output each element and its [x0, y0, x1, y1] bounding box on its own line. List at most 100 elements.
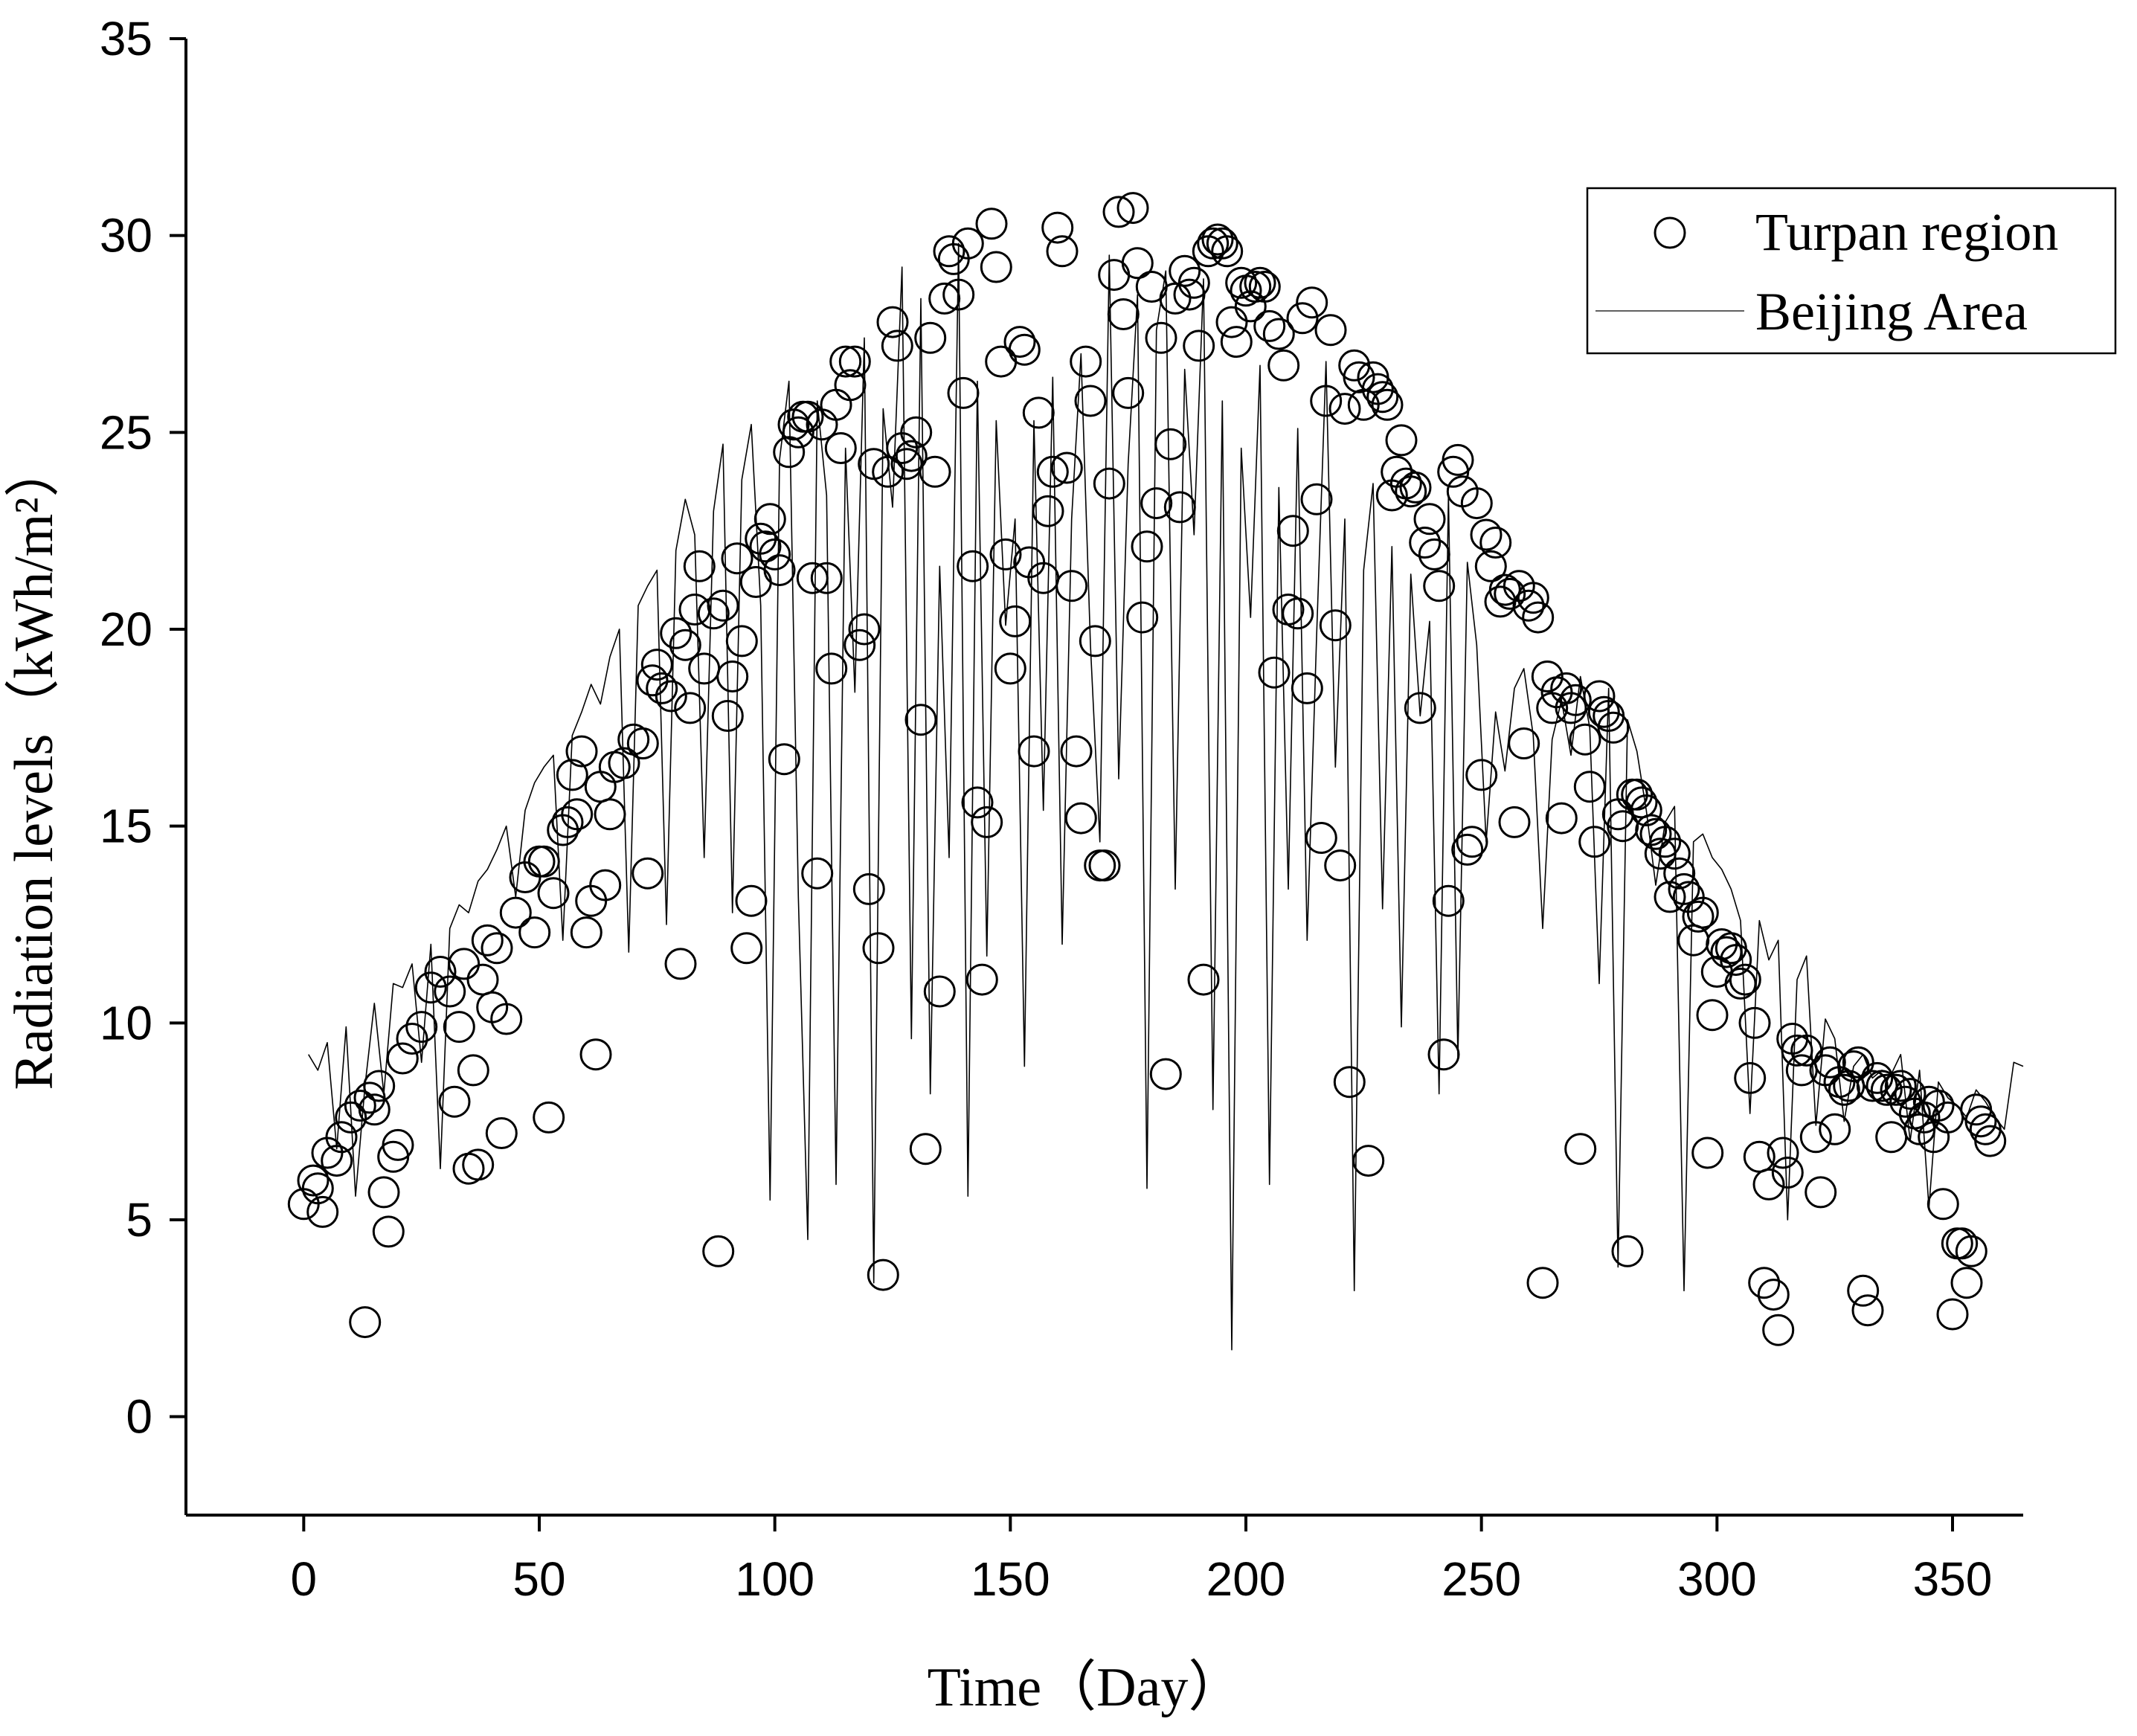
data-point-turpan — [1842, 1046, 1874, 1078]
data-point-turpan — [396, 1023, 428, 1055]
data-point-turpan — [1762, 1314, 1795, 1346]
y-tick-label: 30 — [100, 209, 152, 263]
data-point-turpan — [1215, 306, 1248, 338]
data-point-turpan — [608, 747, 640, 779]
data-point-turpan — [1064, 802, 1097, 835]
data-point-turpan — [1371, 388, 1404, 421]
data-point-turpan — [485, 1117, 518, 1149]
data-point-turpan — [1286, 302, 1319, 335]
data-point-turpan — [1409, 527, 1442, 559]
data-point-turpan — [735, 884, 768, 917]
data-point-turpan — [1343, 361, 1375, 393]
data-point-turpan — [933, 235, 965, 268]
data-point-turpan — [829, 345, 862, 378]
data-point-turpan — [1074, 385, 1107, 417]
data-point-turpan — [1531, 660, 1564, 692]
data-point-turpan — [1870, 1073, 1903, 1106]
data-point-turpan — [664, 948, 697, 980]
data-point-turpan — [1177, 266, 1210, 299]
data-point-turpan — [1149, 1058, 1182, 1090]
data-point-turpan — [297, 1164, 330, 1197]
data-point-turpan — [1696, 999, 1729, 1032]
data-point-turpan — [382, 1128, 414, 1161]
data-point-turpan — [655, 680, 687, 713]
data-point-turpan — [570, 916, 602, 949]
data-point-turpan — [1748, 1267, 1781, 1299]
data-point-turpan — [834, 369, 867, 402]
data-point-turpan — [405, 1011, 438, 1044]
data-point-turpan — [1206, 227, 1238, 260]
data-point-turpan — [1724, 967, 1757, 1000]
data-point-turpan — [533, 1101, 565, 1134]
data-point-turpan — [1267, 349, 1300, 382]
legend-box — [1586, 187, 2117, 355]
data-point-turpan — [1805, 1176, 1837, 1209]
y-tick-label: 20 — [100, 602, 152, 656]
data-point-turpan — [424, 956, 457, 988]
data-point-turpan — [1107, 298, 1140, 330]
data-point-turpan — [1964, 1105, 1997, 1138]
data-point-turpan — [928, 282, 961, 315]
data-point-turpan — [1894, 1078, 1926, 1110]
x-tick-label: 350 — [1913, 1552, 1993, 1606]
data-point-turpan — [1851, 1294, 1884, 1327]
data-point-turpan — [1526, 1267, 1559, 1299]
data-point-turpan — [711, 700, 744, 732]
data-point-turpan — [1559, 684, 1592, 716]
data-point-turpan — [518, 916, 551, 949]
data-point-turpan — [1352, 1145, 1385, 1177]
data-point-turpan — [1088, 849, 1121, 882]
data-point-turpan — [438, 1085, 471, 1118]
x-tick-label: 150 — [971, 1552, 1050, 1606]
data-point-turpan — [1512, 589, 1545, 622]
y-tick-label: 10 — [100, 996, 152, 1049]
data-point-turpan — [646, 672, 678, 704]
data-point-turpan — [1423, 570, 1456, 602]
data-point-turpan — [1799, 1121, 1832, 1154]
data-point-turpan — [999, 605, 1032, 637]
data-point-turpan — [862, 932, 895, 965]
data-point-turpan — [1055, 570, 1088, 602]
data-point-turpan — [1112, 376, 1145, 409]
data-point-turpan — [632, 857, 664, 890]
x-tick-label: 100 — [735, 1552, 814, 1606]
data-point-turpan — [1630, 794, 1662, 826]
data-point-turpan — [1926, 1188, 1959, 1221]
data-point-turpan — [1070, 345, 1102, 378]
data-point-turpan — [838, 345, 871, 378]
data-point-turpan — [1494, 577, 1526, 610]
data-point-turpan — [1418, 538, 1450, 570]
data-point-turpan — [994, 652, 1026, 685]
data-point-turpan — [1517, 582, 1549, 614]
data-point-turpan — [848, 613, 881, 646]
data-point-turpan — [768, 743, 800, 776]
data-point-turpan — [683, 550, 716, 582]
data-point-turpan — [414, 971, 447, 1004]
data-point-turpan — [1508, 727, 1540, 759]
data-point-turpan — [1583, 680, 1616, 713]
series-line-beijing — [308, 242, 2024, 1351]
x-axis-title: Time（Day） — [928, 1657, 1244, 1718]
data-point-turpan — [1131, 530, 1163, 563]
data-point-turpan — [1847, 1274, 1880, 1307]
data-point-turpan — [1395, 475, 1427, 508]
legend-label-beijing: Beijing Area — [1755, 282, 2028, 341]
data-point-turpan — [1974, 1125, 2007, 1157]
data-point-turpan — [1366, 381, 1399, 414]
data-point-turpan — [660, 617, 692, 649]
data-point-turpan — [1258, 656, 1291, 689]
data-point-turpan — [1102, 196, 1135, 228]
data-point-turpan — [1460, 487, 1493, 520]
data-point-turpan — [702, 1235, 735, 1267]
data-point-turpan — [1649, 826, 1682, 858]
data-point-turpan — [721, 542, 753, 575]
data-point-turpan — [867, 1258, 899, 1291]
legend-label-turpan: Turpan region — [1755, 202, 2058, 262]
data-point-turpan — [1282, 597, 1314, 630]
data-point-turpan — [1036, 455, 1069, 488]
data-point-turpan — [1046, 235, 1079, 268]
data-point-turpan — [923, 975, 956, 1008]
data-point-turpan — [1691, 1137, 1724, 1169]
data-point-turpan — [1573, 771, 1606, 803]
legend-marker-turpan — [1654, 216, 1686, 249]
